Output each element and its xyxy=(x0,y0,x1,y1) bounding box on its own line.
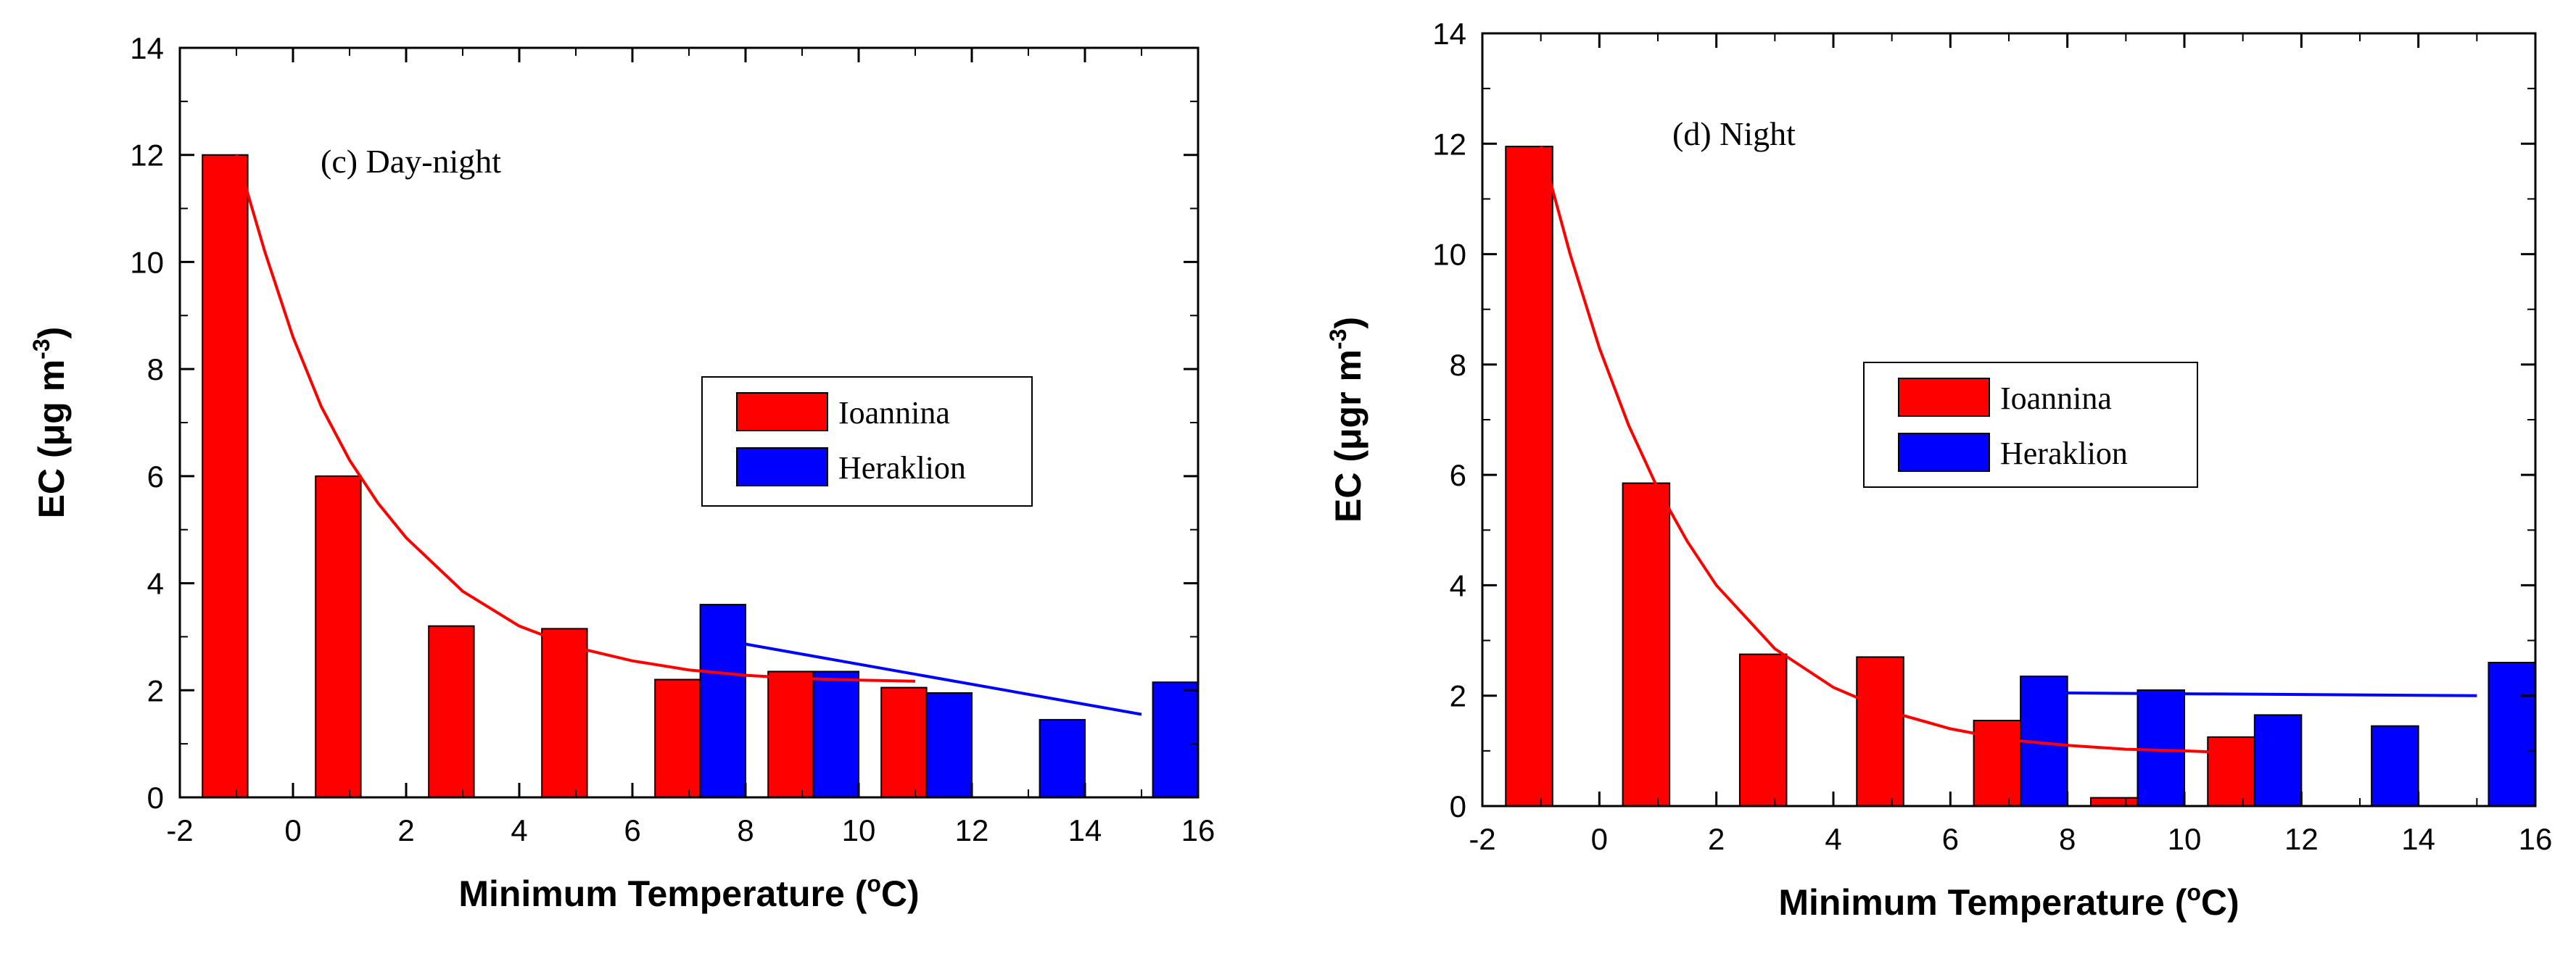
chart-d-bar-ioannina-3 xyxy=(1856,656,1904,808)
chart-d-fit-line-heraklion xyxy=(2055,691,2477,697)
chart-c-fit-line-heraklion xyxy=(734,640,1142,716)
chart-c-panel-label: (c) Day-night xyxy=(321,143,501,180)
chart-c-legend-swatch-heraklion xyxy=(736,447,828,486)
chart-d-legend-swatch-heraklion xyxy=(1898,433,1990,472)
chart-c-y-tick-label: 0 xyxy=(147,781,164,815)
chart-d-panel-label: (d) Night xyxy=(1672,115,1796,152)
chart-c-legend-swatch-ioannina xyxy=(736,392,828,431)
chart-c-x-tick-label: 14 xyxy=(1068,813,1102,847)
chart-c-bar-heraklion-4 xyxy=(1152,681,1199,799)
chart-c-y-tick-label: 2 xyxy=(147,673,164,707)
chart-d-x-tick-label: 6 xyxy=(1942,822,1959,856)
chart-d-x-tick-label: 12 xyxy=(2284,822,2319,856)
chart-c-legend-label-heraklion: Heraklion xyxy=(838,450,966,486)
chart-d-x-tick-label: 14 xyxy=(2401,822,2435,856)
chart-panel-c: -2 0 2 4 6 8 10 12 14 16 0 2 4 6 8 10 12 14 Minimum Temper… xyxy=(28,31,1215,914)
chart-c-bar-ioannina-0 xyxy=(202,154,249,798)
chart-d-bar-heraklion-4 xyxy=(2488,662,2537,807)
chart-c-y-tick-label: 10 xyxy=(130,245,164,279)
chart-c-y-tick-label: 14 xyxy=(130,31,164,65)
chart-d-y-tick-label: 4 xyxy=(1450,568,1466,602)
chart-d-bar-ioannina-6 xyxy=(2207,736,2255,807)
chart-c-x-tick-label: -2 xyxy=(166,813,193,847)
chart-c-x-tick-label: 0 xyxy=(284,813,301,847)
chart-d-x-tick-label: 4 xyxy=(1825,822,1841,856)
chart-d-x-tick-label: 2 xyxy=(1708,822,1725,856)
chart-c-fit-line-ioannina xyxy=(235,154,916,683)
chart-c-bar-ioannina-3 xyxy=(541,628,588,798)
chart-d-legend-label-heraklion: Heraklion xyxy=(2000,436,2128,471)
chart-d-y-tick-label: 2 xyxy=(1450,679,1466,713)
chart-c-x-axis-title: Minimum Temperature (oC) xyxy=(458,871,919,914)
chart-d-x-axis-title: Minimum Temperature (oC) xyxy=(1778,879,2239,923)
chart-d-bar-ioannina-5 xyxy=(2089,797,2139,808)
chart-c-y-tick-label: 6 xyxy=(147,460,164,494)
chart-c-bar-ioannina-5 xyxy=(767,671,814,799)
chart-d-x-tick-label: 8 xyxy=(2059,822,2076,856)
chart-c-x-tick-label: 6 xyxy=(624,813,640,847)
chart-d-legend-swatch-ioannina xyxy=(1898,378,1990,417)
chart-c-bar-heraklion-2 xyxy=(925,692,973,798)
chart-c-x-tick-label: 8 xyxy=(737,813,754,847)
chart-c-y-tick-label: 4 xyxy=(147,567,164,601)
chart-c-bar-ioannina-1 xyxy=(315,475,362,798)
chart-c-bar-heraklion-0 xyxy=(699,604,746,798)
chart-c-legend-label-ioannina: Ioannina xyxy=(838,395,950,431)
chart-d-bar-heraklion-3 xyxy=(2371,725,2419,807)
chart-c-bar-ioannina-4 xyxy=(654,678,701,798)
chart-panel-d: -2 0 2 4 6 8 10 12 14 16 0 2 4 6 8 10 12 14 Minimum Temper… xyxy=(1288,0,2576,959)
chart-d-y-tick-label: 6 xyxy=(1450,458,1466,492)
chart-c-x-tick-label: 2 xyxy=(397,813,414,847)
chart-d-x-tick-label: 16 xyxy=(2519,822,2553,856)
chart-c-x-tick-label: 16 xyxy=(1181,813,1215,847)
chart-d-bar-heraklion-1 xyxy=(2137,689,2186,807)
chart-d-bar-ioannina-1 xyxy=(1622,482,1671,807)
chart-c-bar-ioannina-6 xyxy=(880,686,928,798)
chart-c-bar-heraklion-3 xyxy=(1039,718,1086,799)
chart-d-y-tick-label: 14 xyxy=(1432,17,1466,51)
chart-d-legend-label-ioannina: Ioannina xyxy=(2000,381,2112,416)
chart-c-bar-heraklion-1 xyxy=(812,671,859,799)
chart-d-x-tick-label: 10 xyxy=(2168,822,2202,856)
chart-c-y-tick-label: 8 xyxy=(147,352,164,386)
chart-d-bar-heraklion-2 xyxy=(2253,714,2303,807)
chart-d-fit-line-ioannina xyxy=(1539,146,2214,754)
chart-d-y-tick-label: 12 xyxy=(1432,127,1466,161)
chart-d-y-tick-label: 8 xyxy=(1450,348,1466,382)
chart-c-x-tick-label: 4 xyxy=(511,813,527,847)
chart-d-y-axis-title: EC (μgr m-3) xyxy=(1325,317,1368,523)
chart-d-x-tick-label: 0 xyxy=(1591,822,1608,856)
chart-c-x-tick-label: 12 xyxy=(955,813,989,847)
chart-d-bar-ioannina-0 xyxy=(1505,146,1553,808)
chart-d-y-tick-label: 0 xyxy=(1450,789,1466,823)
chart-d-x-tick-label: -2 xyxy=(1469,822,1495,856)
chart-c-y-axis-title: EC (μg m-3) xyxy=(28,327,72,519)
chart-d-bar-ioannina-2 xyxy=(1738,653,1788,807)
chart-c-x-tick-label: 10 xyxy=(842,813,876,847)
chart-c-y-tick-label: 12 xyxy=(130,138,164,173)
chart-c-bar-ioannina-2 xyxy=(428,625,475,799)
chart-d-y-tick-label: 10 xyxy=(1432,238,1466,272)
